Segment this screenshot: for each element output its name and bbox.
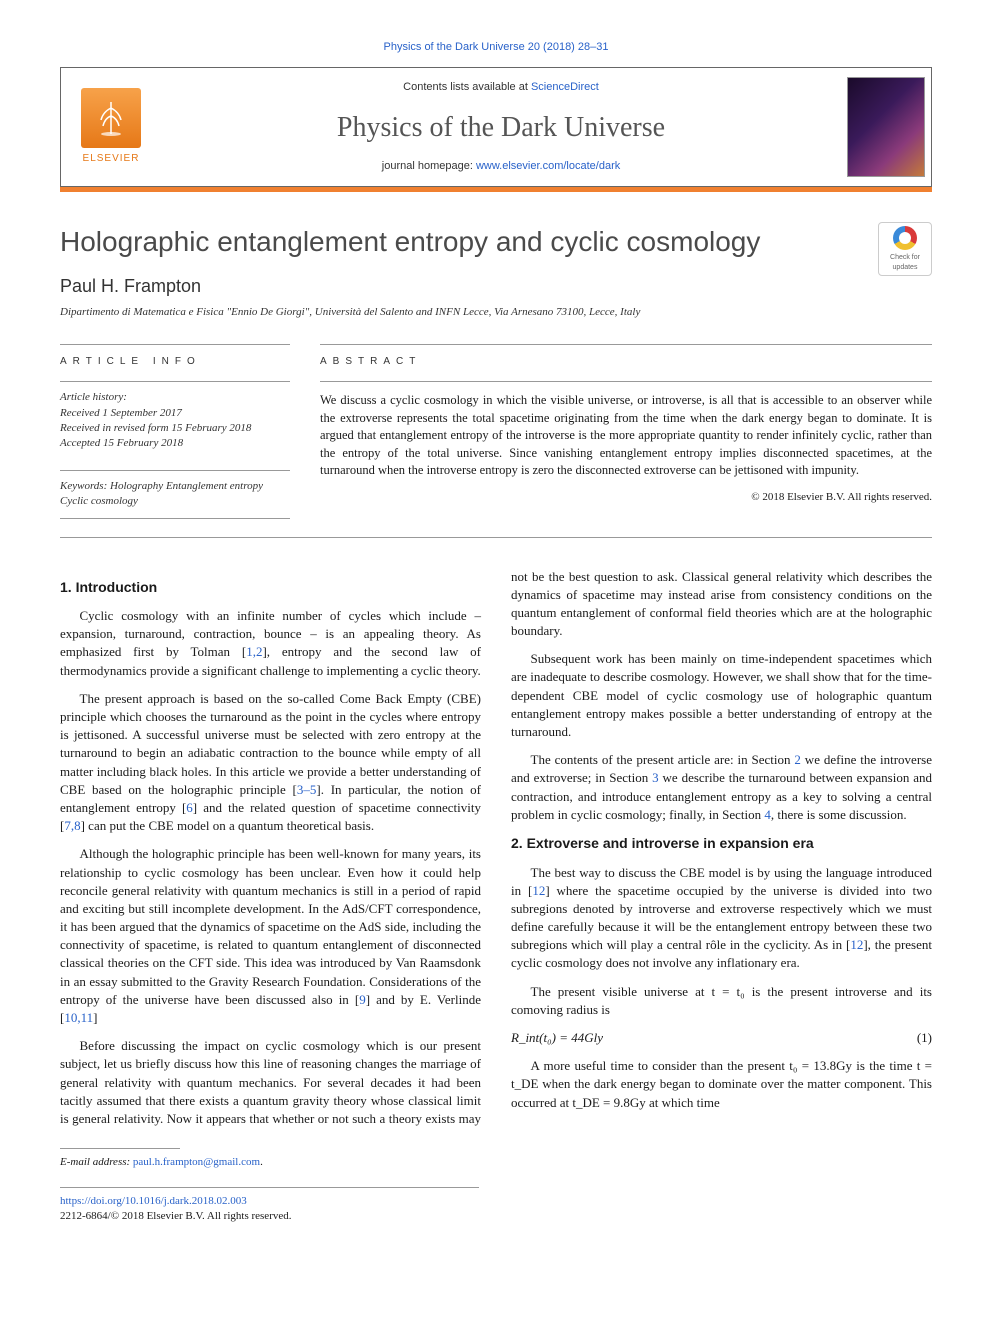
abstract-copyright: © 2018 Elsevier B.V. All rights reserved… bbox=[320, 490, 932, 505]
doi-block: https://doi.org/10.1016/j.dark.2018.02.0… bbox=[60, 1187, 479, 1225]
publisher-name: ELSEVIER bbox=[83, 152, 140, 166]
s1-p1: Cyclic cosmology with an infinite number… bbox=[60, 607, 481, 680]
article-info-heading: article info bbox=[60, 344, 290, 369]
abstract-text: We discuss a cyclic cosmology in which t… bbox=[320, 381, 932, 480]
history-received: Received 1 September 2017 bbox=[60, 406, 290, 421]
eq1-number: (1) bbox=[917, 1029, 932, 1047]
s2-p2: The present visible universe at t = t₀ i… bbox=[511, 983, 932, 1019]
article-history: Article history: Received 1 September 20… bbox=[60, 381, 290, 452]
s1-p6: The contents of the present article are:… bbox=[511, 751, 932, 824]
crossmark-icon bbox=[893, 226, 917, 250]
abstract-column: abstract We discuss a cyclic cosmology i… bbox=[320, 344, 932, 518]
keywords-block: Keywords: Holography Entanglement entrop… bbox=[60, 470, 290, 519]
article-info-column: article info Article history: Received 1… bbox=[60, 344, 290, 518]
sciencedirect-link[interactable]: ScienceDirect bbox=[531, 81, 599, 93]
keyword-2: Cyclic cosmology bbox=[60, 495, 138, 507]
s1-p5: Subsequent work has been mainly on time-… bbox=[511, 650, 932, 741]
citation-line: Physics of the Dark Universe 20 (2018) 2… bbox=[60, 40, 932, 55]
journal-name: Physics of the Dark Universe bbox=[337, 108, 665, 147]
body-columns: 1. Introduction Cyclic cosmology with an… bbox=[60, 568, 932, 1129]
accent-rule bbox=[60, 187, 932, 192]
eq1-body: R_int(t₀) = 44Gly bbox=[511, 1029, 603, 1047]
s1-p3: Although the holographic principle has b… bbox=[60, 845, 481, 1027]
email-label: E-mail address: bbox=[60, 1156, 133, 1168]
s1-p2: The present approach is based on the so-… bbox=[60, 690, 481, 836]
history-accepted: Accepted 15 February 2018 bbox=[60, 436, 290, 451]
updates-line1: Check for bbox=[890, 253, 920, 263]
publisher-logo: ELSEVIER bbox=[61, 68, 161, 186]
keywords-label: Keywords: bbox=[60, 480, 107, 492]
author-affiliation: Dipartimento di Matematica e Fisica "Enn… bbox=[60, 305, 760, 320]
header-center: Contents lists available at ScienceDirec… bbox=[161, 68, 841, 186]
section-1-heading: 1. Introduction bbox=[60, 578, 481, 598]
issn-copyright: 2212-6864/© 2018 Elsevier B.V. All right… bbox=[60, 1210, 292, 1222]
author-name: Paul H. Frampton bbox=[60, 274, 760, 299]
article-title: Holographic entanglement entropy and cyc… bbox=[60, 222, 760, 261]
journal-header: ELSEVIER Contents lists available at Sci… bbox=[60, 67, 932, 187]
s2-p1: The best way to discuss the CBE model is… bbox=[511, 864, 932, 973]
cover-image bbox=[847, 77, 925, 177]
homepage-link[interactable]: www.elsevier.com/locate/dark bbox=[476, 160, 620, 172]
s2-p3: A more useful time to consider than the … bbox=[511, 1057, 932, 1112]
homepage-line: journal homepage: www.elsevier.com/locat… bbox=[382, 159, 620, 174]
doi-link[interactable]: https://doi.org/10.1016/j.dark.2018.02.0… bbox=[60, 1195, 247, 1207]
section-2-heading: 2. Extroverse and introverse in expansio… bbox=[511, 834, 932, 854]
elsevier-tree-icon bbox=[81, 88, 141, 148]
footnote-area: E-mail address: paul.h.frampton@gmail.co… bbox=[60, 1148, 932, 1170]
journal-cover-thumb bbox=[841, 68, 931, 186]
keyword-0: Holography bbox=[110, 480, 163, 492]
contents-lists-line: Contents lists available at ScienceDirec… bbox=[403, 80, 599, 95]
equation-1: R_int(t₀) = 44Gly (1) bbox=[511, 1029, 932, 1047]
updates-line2: updates bbox=[893, 263, 918, 273]
keyword-1: Entanglement entropy bbox=[166, 480, 263, 492]
homepage-prefix: journal homepage: bbox=[382, 160, 476, 172]
check-for-updates-badge[interactable]: Check for updates bbox=[878, 222, 932, 276]
abstract-heading: abstract bbox=[320, 344, 932, 369]
contents-prefix: Contents lists available at bbox=[403, 81, 531, 93]
history-label: Article history: bbox=[60, 390, 290, 405]
history-revised: Received in revised form 15 February 201… bbox=[60, 421, 290, 436]
author-email-link[interactable]: paul.h.frampton@gmail.com bbox=[133, 1156, 260, 1168]
